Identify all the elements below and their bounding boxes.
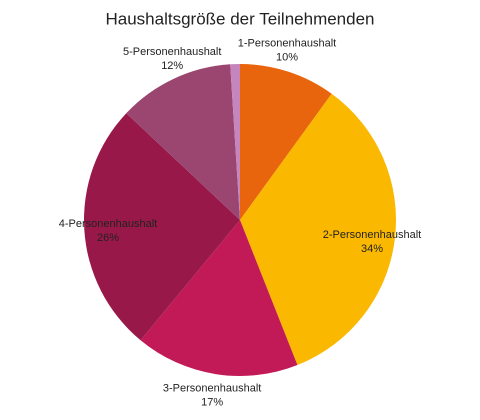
- slice-label: 5-Personenhaushalt: [123, 46, 221, 58]
- pie-slice: [140, 220, 298, 376]
- value-label: 12%: [161, 60, 183, 72]
- value-label: 17%: [201, 397, 223, 409]
- chart-title: Haushaltsgröße der Teilnehmenden: [105, 9, 374, 28]
- value-label: 26%: [97, 232, 119, 244]
- pie-slice: [230, 64, 240, 220]
- value-label: 34%: [361, 243, 383, 255]
- slice-label: 2-Personenhaushalt: [323, 229, 421, 241]
- pie-slice: [240, 93, 396, 366]
- slice-label: 4-Personenhaushalt: [59, 218, 157, 230]
- pie-slice: [84, 113, 240, 341]
- pie-slice: [126, 64, 240, 220]
- slice-label: 1-Personenhaushalt: [238, 38, 336, 50]
- slice-label: 3-Personenhaushalt: [163, 383, 261, 395]
- pie-slice: [240, 64, 332, 220]
- value-label: 10%: [276, 52, 298, 64]
